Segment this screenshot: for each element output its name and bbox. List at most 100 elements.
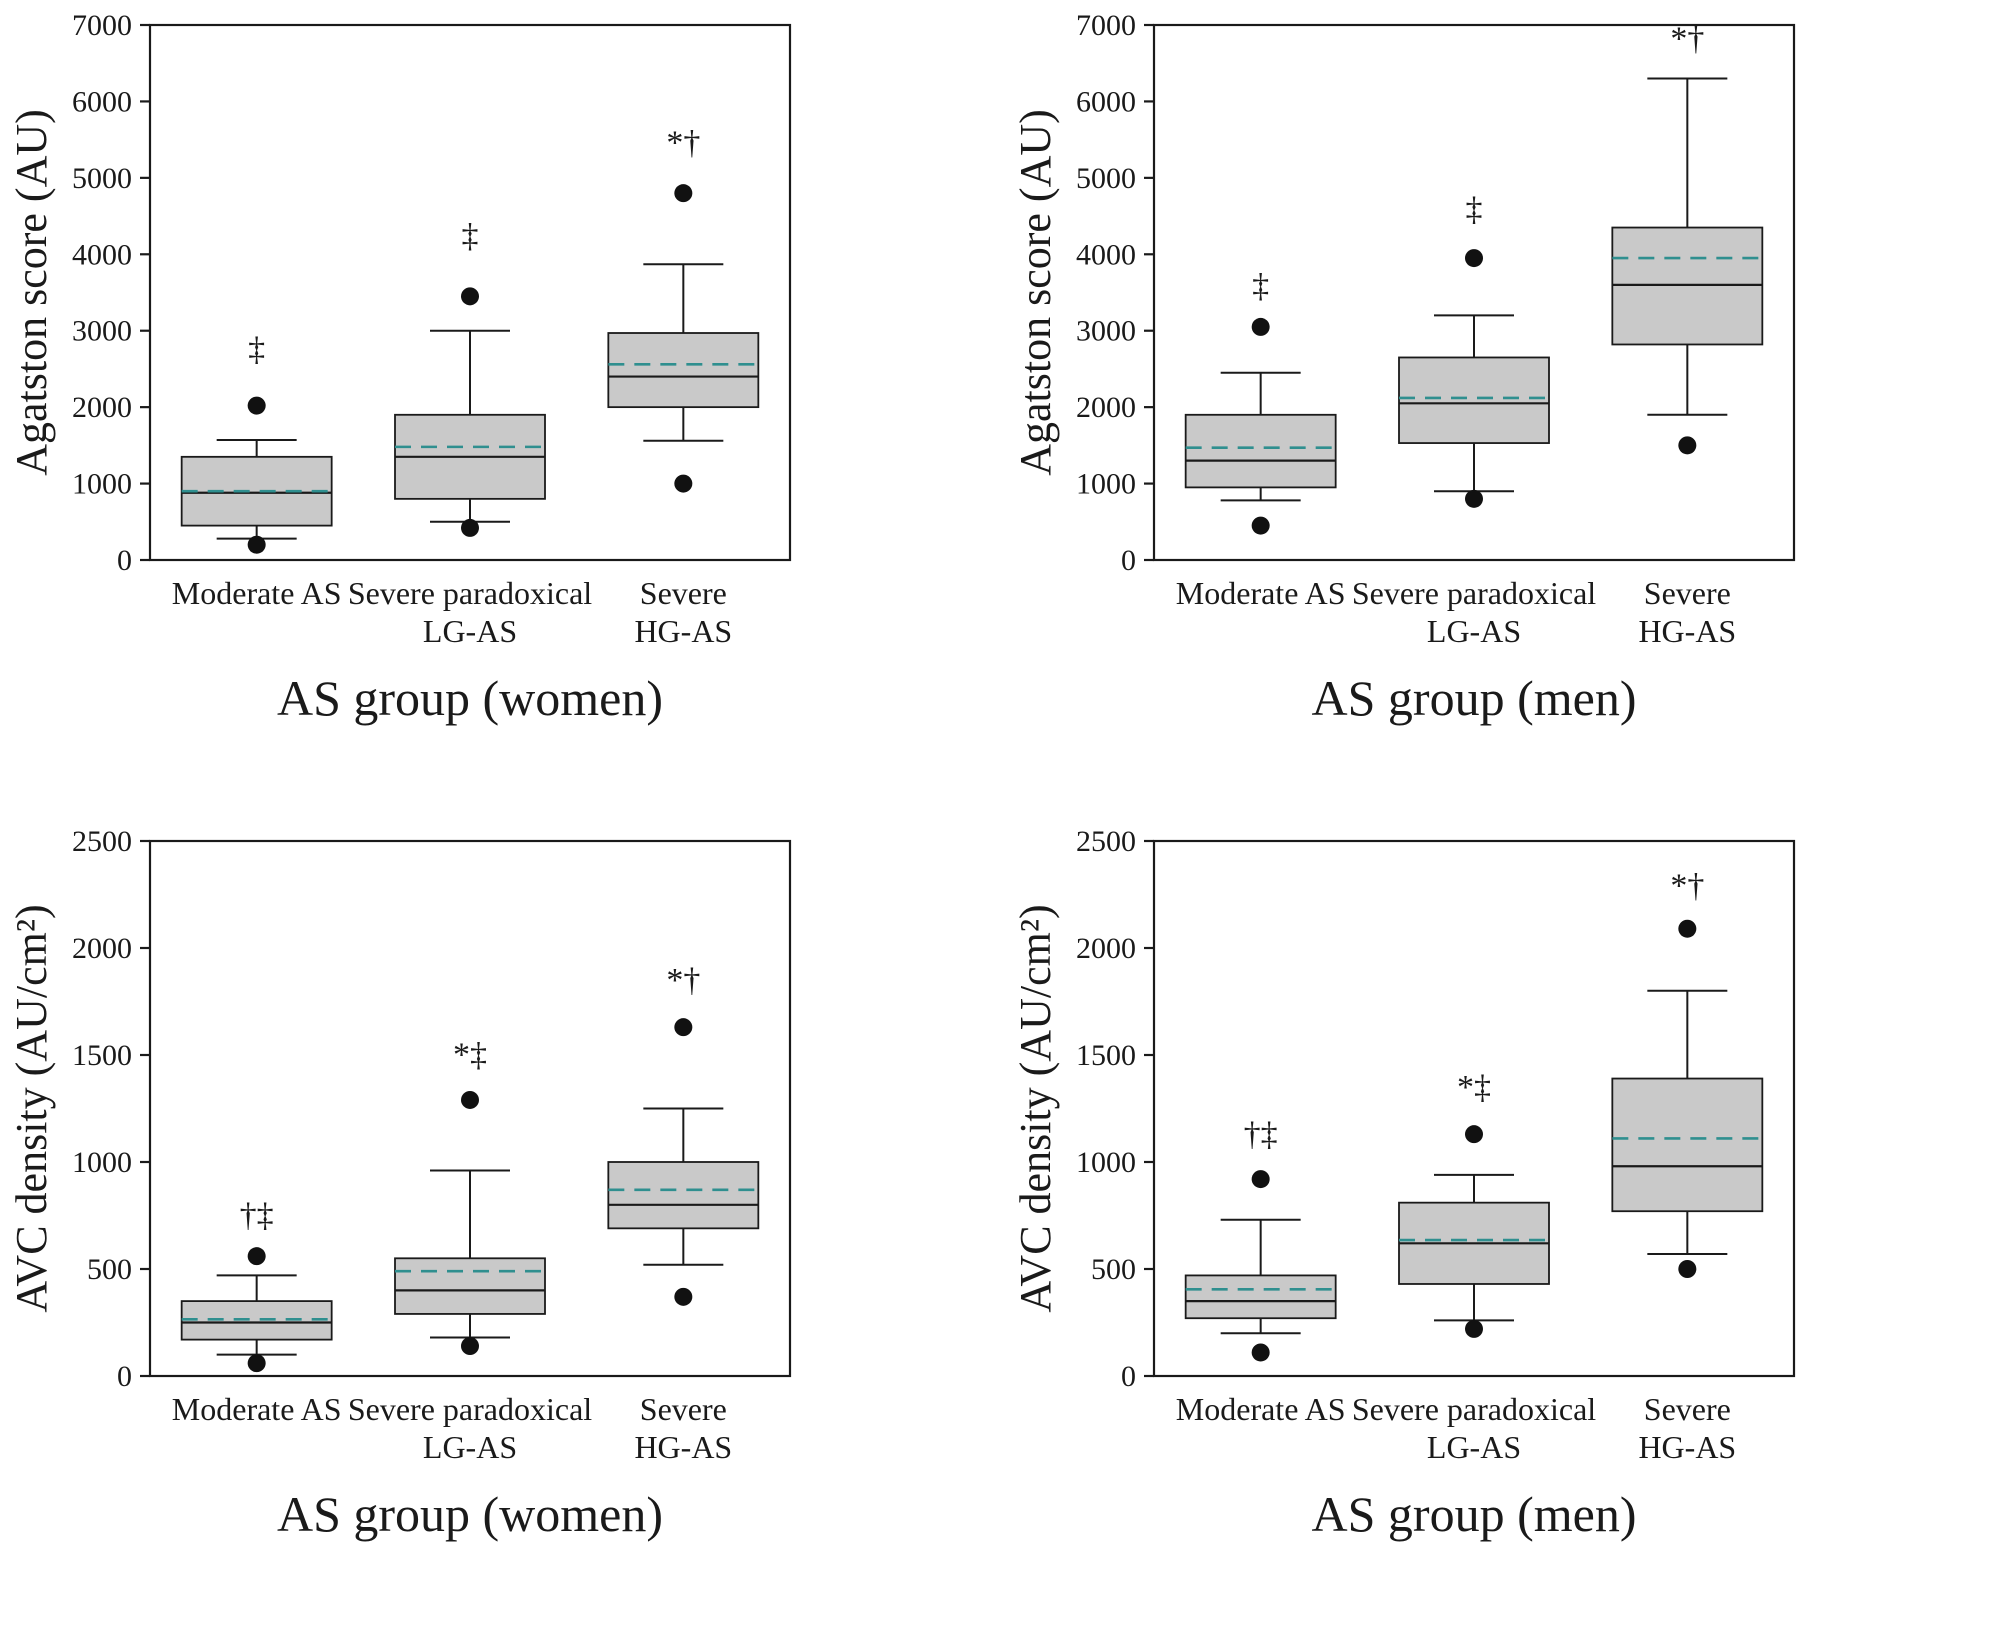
y-tick-label: 2500 [1076,825,1136,858]
outlier-point [1251,1343,1270,1362]
significance-annotation: ‡ [1252,267,1269,304]
x-category-label: Moderate AS [1176,1391,1346,1427]
significance-annotation: ‡ [248,331,265,368]
outlier-point [1678,919,1697,938]
boxplot-svg-agatston-men: 0 1000 2000 3000 4000 5000 6000 7000 Agatston sc… [1011,9,1796,726]
significance-annotation: *‡ [1457,1069,1491,1106]
outlier-point [1251,1170,1270,1189]
x-category-label: Severe [1644,575,1731,611]
x-category-label: Moderate AS [1176,575,1346,611]
significance-annotation: †‡ [240,1197,274,1234]
outlier-point [1465,1125,1483,1144]
outlier-point [674,184,693,203]
x-category-label: Severe paradoxical [348,1391,592,1427]
x-category-label: Severe [640,1391,727,1427]
y-tick-label: 7000 [1076,9,1136,42]
x-category-label: Moderate AS [172,575,342,611]
outlier-point [1678,1260,1697,1278]
significance-annotation: †‡ [1244,1116,1278,1153]
significance-annotation: *† [666,124,700,161]
y-axis-title: Agatston score (AU) [7,109,56,476]
y-tick-label: 500 [1091,1253,1136,1286]
iqr-box [607,1161,760,1230]
iqr-box [1184,1274,1337,1320]
plot-frame [1152,23,1796,562]
plot-frame [148,23,792,562]
iqr-box [1611,226,1764,346]
x-axis-title: AS group (women) [277,670,663,726]
outlier-point [1465,249,1483,268]
outlier-point [674,1018,693,1037]
iqr-box [1611,1077,1764,1213]
outlier-point [674,1287,693,1306]
y-tick-label: 1000 [1076,1146,1136,1179]
iqr-box [180,1300,333,1341]
y-tick-label: 0 [1121,1360,1136,1393]
x-category-label: Severe paradoxical [348,575,592,611]
significance-annotation: ‡ [462,218,479,255]
y-tick-label: 7000 [72,9,132,42]
plot-frame [1152,839,1796,1378]
x-axis-title: AS group (men) [1312,1486,1637,1542]
outlier-point [674,474,693,493]
x-axis-title: AS group (women) [277,1486,663,1542]
x-category-label: Severe paradoxical [1352,575,1596,611]
boxplot-svg-avc-density-men: 0 500 1000 1500 2000 2500 AVC density (AU/cm²)… [1011,825,1796,1542]
y-tick-label: 0 [117,544,132,577]
outlier-point [461,1337,479,1356]
outlier-point [1678,436,1697,455]
outlier-point [1251,317,1270,336]
x-category-label: HG-AS [1638,1429,1736,1465]
y-tick-label: 2000 [72,391,132,424]
significance-annotation: *† [666,962,700,999]
y-axis-title: AVC density (AU/cm²) [1011,904,1060,1312]
x-category-label: LG-AS [1427,1429,1521,1465]
y-tick-label: 1000 [72,1146,132,1179]
y-axis-title: Agatston score (AU) [1011,109,1060,476]
iqr-box [1398,356,1550,444]
y-axis-title: AVC density (AU/cm²) [7,904,56,1312]
outlier-point [247,1354,266,1373]
outlier-point [247,396,266,415]
outlier-point [461,287,479,306]
x-axis-title: AS group (men) [1312,670,1637,726]
iqr-box [1184,413,1337,489]
y-tick-label: 6000 [72,85,132,118]
y-tick-label: 2500 [72,825,132,858]
x-category-label: Moderate AS [172,1391,342,1427]
y-tick-label: 1000 [72,468,132,501]
y-tick-label: 5000 [72,162,132,195]
x-category-label: Severe [640,575,727,611]
plot-frame [148,839,792,1378]
y-tick-label: 0 [117,1360,132,1393]
panel-agatston-women: 0 1000 2000 3000 4000 5000 6000 7000 Agatston sc… [0,0,1004,816]
outlier-point [247,535,266,554]
y-tick-label: 500 [87,1253,132,1286]
x-category-label: LG-AS [423,613,517,649]
x-category-label: HG-AS [634,1429,732,1465]
y-tick-label: 1500 [72,1039,132,1072]
boxplot-svg-agatston-women: 0 1000 2000 3000 4000 5000 6000 7000 Agatston sc… [7,9,792,726]
y-tick-label: 2000 [72,932,132,965]
significance-annotation: *† [1670,20,1704,57]
outlier-point [461,518,479,537]
y-tick-label: 0 [1121,544,1136,577]
outlier-point [1465,489,1483,508]
y-tick-label: 1500 [1076,1039,1136,1072]
iqr-box [607,332,760,409]
panel-avc-density-women: 0 500 1000 1500 2000 2500 AVC density (AU/cm²)… [0,816,1004,1632]
x-category-label: HG-AS [1638,613,1736,649]
significance-annotation: *† [1670,868,1704,905]
x-category-label: LG-AS [1427,613,1521,649]
significance-annotation: ‡ [1466,191,1483,228]
x-category-label: Severe paradoxical [1352,1391,1596,1427]
outlier-point [1251,516,1270,535]
x-category-label: Severe [1644,1391,1731,1427]
outlier-point [1465,1319,1483,1338]
y-tick-label: 3000 [72,315,132,348]
significance-annotation: *‡ [453,1037,487,1074]
x-category-label: LG-AS [423,1429,517,1465]
iqr-box [180,455,333,527]
y-tick-label: 6000 [1076,85,1136,118]
